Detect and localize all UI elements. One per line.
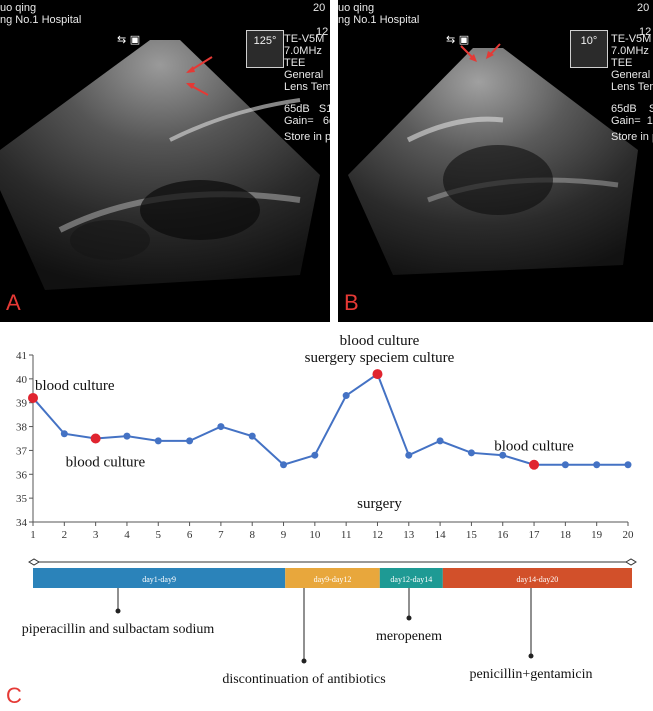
x-tick-label: 16 (497, 529, 509, 541)
callout-dot (301, 658, 307, 664)
x-tick-label: 17 (529, 529, 541, 541)
annotation-label: blood culture (340, 333, 420, 349)
header-time: 12 (316, 26, 329, 38)
header-date: 20 (313, 2, 326, 14)
y-tick-label: 37 (16, 445, 28, 457)
x-tick-label: 4 (124, 529, 130, 541)
store-status: Store in p (611, 131, 653, 143)
annotation-label: blood culture (494, 439, 574, 455)
drug-label: penicillin+gentamicin (470, 667, 593, 682)
x-tick-label: 11 (341, 529, 352, 541)
panel-letter-c: C (6, 683, 22, 708)
temperature-line (32, 372, 628, 466)
x-tick-label: 8 (249, 529, 255, 541)
panel-letter-a: A (6, 290, 21, 315)
x-tick-label: 5 (156, 529, 162, 541)
annotation-label: blood culture (35, 378, 115, 394)
timeline-segment-label: day12-day14 (390, 575, 432, 584)
y-tick-label: 39 (16, 398, 28, 410)
y-tick-label: 40 (16, 374, 28, 386)
angle-badge: 10° (570, 30, 608, 68)
y-tick-label: 35 (16, 493, 28, 505)
timeline-segment (33, 568, 286, 588)
echo-image-b (348, 43, 638, 275)
drug-label: piperacillin and sulbactam sodium (22, 622, 215, 637)
x-tick-label: 7 (218, 529, 224, 541)
data-point (123, 432, 131, 440)
data-point (280, 461, 288, 469)
timeline-end-marker (625, 558, 637, 566)
data-point (499, 451, 507, 459)
y-tick-label: 36 (16, 469, 28, 481)
data-point (593, 461, 601, 469)
probe-settings: TE-V5M 7.0MHz TEE General Lens Temp (284, 33, 330, 93)
data-point (186, 437, 194, 445)
data-point (60, 430, 68, 438)
drug-label: discontinuation of antibiotics (222, 672, 385, 687)
angle-badge: 125° (246, 30, 284, 68)
data-point (217, 423, 225, 431)
callout-dot (528, 653, 534, 659)
data-point (561, 461, 569, 469)
data-point (436, 437, 444, 445)
y-tick-label: 34 (16, 517, 28, 529)
timeline-segment-label: day9-day12 (314, 575, 352, 584)
x-tick-label: 10 (309, 529, 321, 541)
y-tick-label: 41 (16, 350, 27, 362)
x-tick-label: 12 (372, 529, 383, 541)
callout-dot (115, 608, 121, 614)
annotation-label: blood culture (66, 455, 146, 471)
echo-panel-b: uo qing ng No.1 Hospital 20 12 ⇆ ▣ 10° T… (338, 0, 653, 322)
gain-settings: 65dB S Gain= 12 (611, 103, 653, 127)
timeline-segment (442, 568, 632, 588)
x-tick-label: 3 (93, 529, 99, 541)
timeline-segment (379, 568, 443, 588)
header-date: 20 (637, 2, 650, 14)
header-hospital: uo qing ng No.1 Hospital (0, 2, 82, 26)
callout-dot (406, 615, 412, 621)
timeline-segment (285, 568, 380, 588)
sample-point-highlight (28, 392, 38, 403)
header-hospital: uo qing ng No.1 Hospital (338, 2, 420, 26)
data-point (467, 449, 475, 457)
x-tick-label: 9 (281, 529, 287, 541)
annotation-label: suergery speciem culture (305, 350, 455, 366)
y-tick-label: 38 (16, 422, 28, 434)
data-point (248, 432, 256, 440)
x-tick-label: 20 (623, 529, 635, 541)
x-tick-label: 2 (62, 529, 68, 541)
timeline-segment-label: day14-day20 (517, 575, 559, 584)
x-tick-label: 1 (30, 529, 36, 541)
probe-settings: TE-V5M 7.0MHz TEE General Lens Temp (611, 33, 653, 93)
store-status: Store in pr (284, 131, 330, 143)
echo-panel-a: uo qing ng No.1 Hospital 20 12 ⇆ ▣ 125° … (0, 0, 330, 322)
data-point (405, 451, 413, 459)
sample-point-highlight (90, 433, 101, 444)
sample-point-highlight (372, 369, 383, 380)
annotation-label: surgery (357, 496, 402, 512)
header-time: 12 (639, 26, 652, 38)
data-point (311, 451, 319, 459)
x-tick-label: 6 (187, 529, 193, 541)
gain-settings: 65dB S1 Gain= 6dl (284, 103, 330, 127)
probe-icon: ⇆ ▣ (446, 33, 470, 46)
data-point (624, 461, 632, 469)
drug-label: meropenem (376, 629, 442, 644)
x-tick-label: 13 (403, 529, 415, 541)
panel-letter-b: B (344, 290, 359, 315)
x-tick-label: 19 (591, 529, 603, 541)
sample-point-highlight (529, 459, 540, 470)
x-tick-label: 18 (560, 529, 572, 541)
x-tick-label: 14 (435, 529, 447, 541)
probe-icon: ⇆ ▣ (117, 33, 141, 46)
x-tick-label: 15 (466, 529, 478, 541)
data-point (154, 437, 162, 445)
echo-image-a (0, 40, 320, 290)
data-point (342, 392, 350, 400)
timeline-segment-label: day1-day9 (142, 575, 176, 584)
timeline-start-marker (28, 558, 40, 566)
